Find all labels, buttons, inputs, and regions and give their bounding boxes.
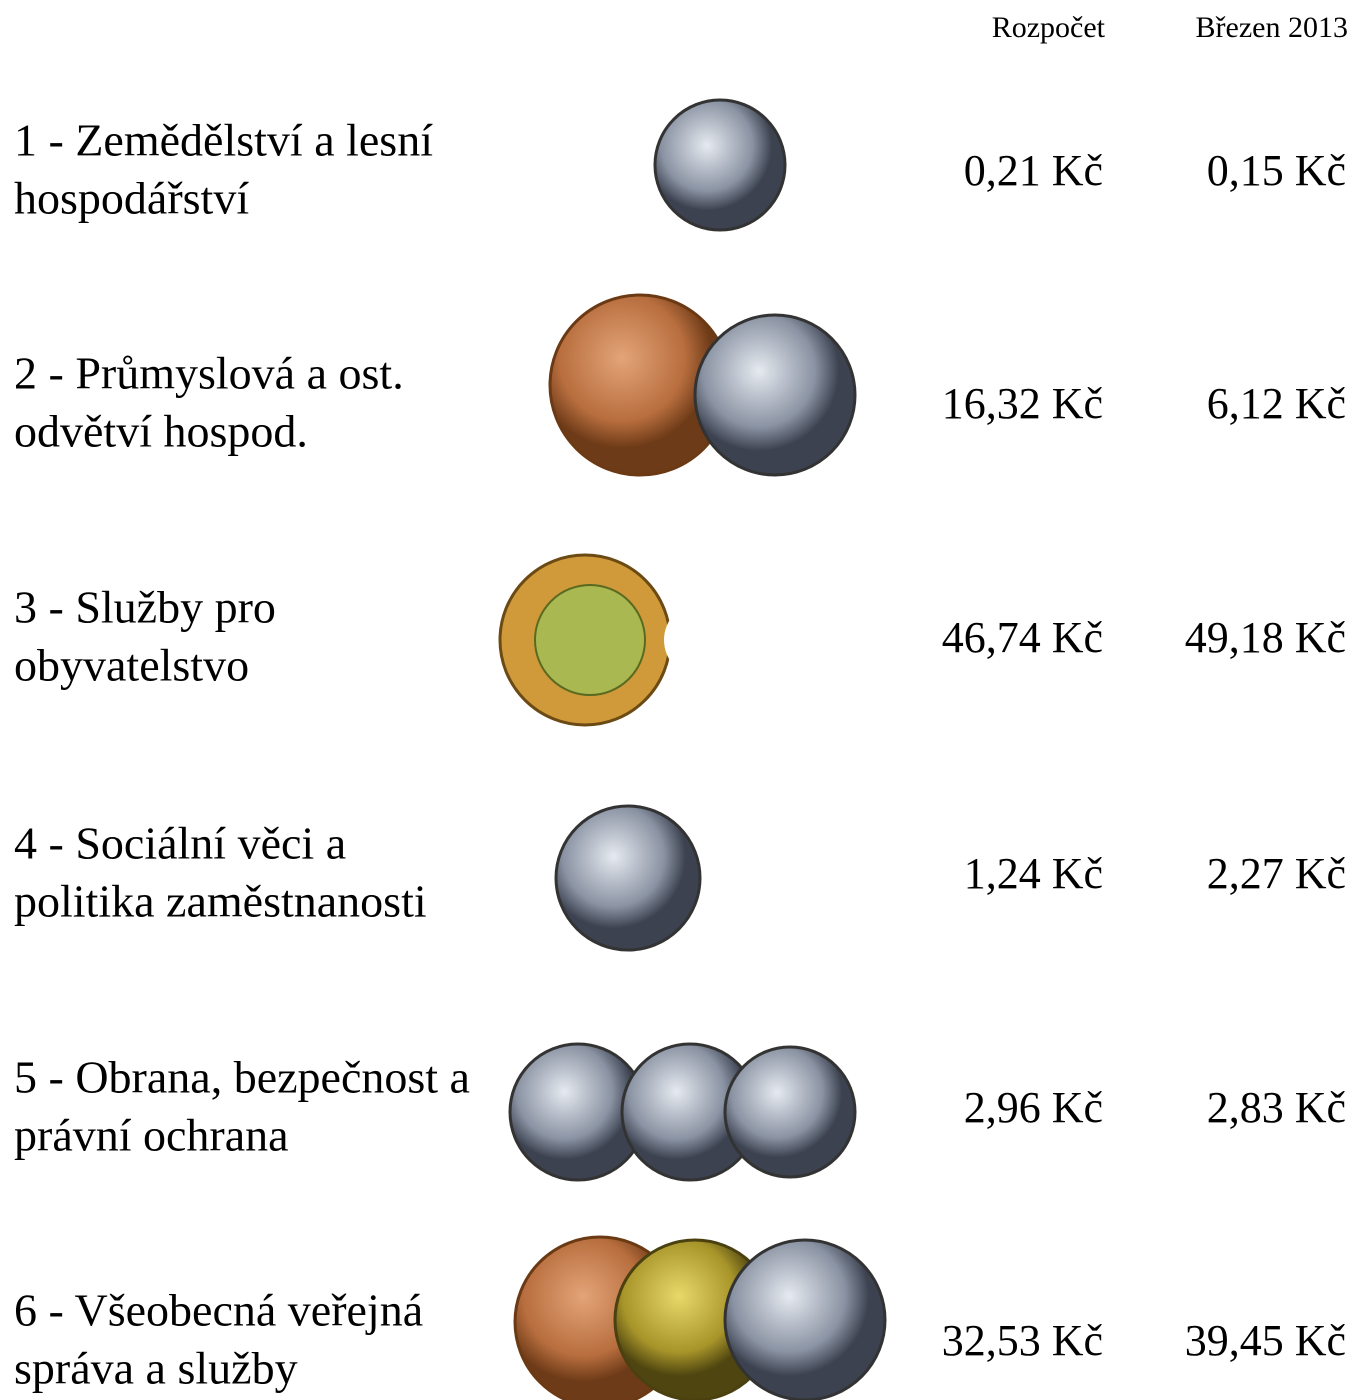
column-header: Rozpočet bbox=[992, 11, 1106, 44]
coins-row-6 bbox=[515, 1237, 885, 1400]
coin bbox=[655, 100, 785, 230]
coin bbox=[725, 1240, 885, 1400]
row-value: 1,24 Kč bbox=[964, 849, 1103, 898]
coin-bite bbox=[664, 602, 740, 678]
row-label: 5 - Obrana, bezpečnost a bbox=[14, 1052, 470, 1103]
row-label: 6 - Všeobecná veřejná bbox=[14, 1285, 423, 1336]
coins-row-1 bbox=[655, 100, 785, 230]
row-label: politika zaměstnanosti bbox=[14, 876, 427, 927]
row-value: 2,27 Kč bbox=[1207, 849, 1346, 898]
coins-row-5 bbox=[510, 1044, 855, 1180]
row-label: 1 - Zemědělství a lesní bbox=[14, 115, 433, 166]
row-value: 2,83 Kč bbox=[1207, 1083, 1346, 1132]
row-value: 6,12 Kč bbox=[1207, 379, 1346, 428]
coin bbox=[556, 806, 700, 950]
row-value: 16,32 Kč bbox=[942, 379, 1103, 428]
coins-row-3 bbox=[500, 555, 740, 725]
row-value: 0,15 Kč bbox=[1207, 146, 1346, 195]
coins-row-2 bbox=[550, 295, 855, 475]
coins-row-4 bbox=[556, 806, 700, 950]
coin bbox=[725, 1047, 855, 1177]
coin bbox=[695, 315, 855, 475]
row-value: 2,96 Kč bbox=[964, 1083, 1103, 1132]
row-label: právní ochrana bbox=[14, 1110, 289, 1161]
row-label: hospodářství bbox=[14, 173, 249, 224]
column-header: Březen 2013 bbox=[1196, 11, 1348, 44]
row-value: 39,45 Kč bbox=[1185, 1316, 1346, 1365]
row-value: 0,21 Kč bbox=[964, 146, 1103, 195]
row-label: obyvatelstvo bbox=[14, 640, 249, 691]
page: Rozpočet Březen 2013 1 - Zemědělství a les… bbox=[0, 0, 1353, 1400]
row-label: 4 - Sociální věci a bbox=[14, 818, 346, 869]
row-value: 46,74 Kč bbox=[942, 613, 1103, 662]
row-label: odvětví hospod. bbox=[14, 406, 308, 457]
row-value: 49,18 Kč bbox=[1185, 613, 1346, 662]
row-label: 2 - Průmyslová a ost. bbox=[14, 348, 404, 399]
coin-center bbox=[535, 585, 645, 695]
row-value: 32,53 Kč bbox=[942, 1316, 1103, 1365]
row-label: správa a služby bbox=[14, 1343, 298, 1394]
row-label: 3 - Služby pro bbox=[14, 582, 276, 633]
